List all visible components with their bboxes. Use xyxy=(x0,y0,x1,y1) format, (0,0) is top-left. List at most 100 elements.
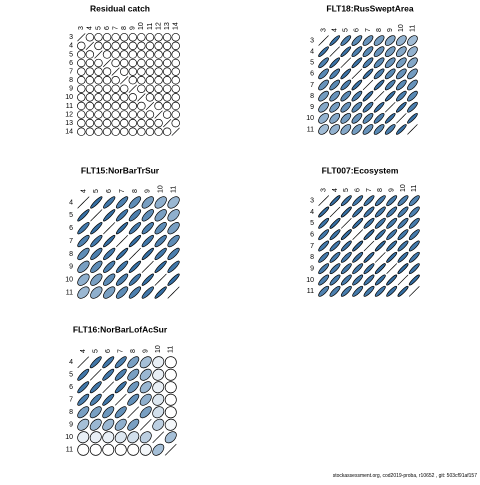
corr-ellipse xyxy=(145,58,155,68)
col-label: 4 xyxy=(332,28,339,32)
corr-ellipse xyxy=(128,41,138,51)
corr-ellipse xyxy=(363,274,375,286)
corr-ellipse xyxy=(119,110,129,119)
corr-ellipse xyxy=(102,67,112,76)
col-label: 6 xyxy=(106,189,113,193)
col-label: 10 xyxy=(398,24,405,32)
corr-ellipse xyxy=(154,118,163,128)
corr-ellipse xyxy=(362,101,374,113)
corr-ellipse xyxy=(351,68,363,80)
corr-ellipse xyxy=(386,195,398,207)
corr-ellipse xyxy=(128,101,138,111)
corr-ellipse xyxy=(351,57,363,69)
row-label: 3 xyxy=(310,37,314,44)
corr-ellipse xyxy=(164,393,177,406)
corr-ellipse xyxy=(171,33,180,42)
corr-ellipse xyxy=(137,75,146,85)
corr-ellipse xyxy=(374,217,386,229)
col-label: 4 xyxy=(87,26,94,30)
corr-ellipse xyxy=(102,118,112,128)
col-label: 4 xyxy=(332,188,339,192)
corr-ellipse xyxy=(102,406,115,419)
corr-ellipse xyxy=(111,127,120,136)
corr-ellipse xyxy=(384,79,396,91)
col-label: 11 xyxy=(170,186,177,193)
corr-ellipse xyxy=(329,263,341,275)
corr-ellipse xyxy=(162,41,172,51)
corr-ellipse xyxy=(318,217,330,229)
corr-ellipse xyxy=(152,368,165,381)
corr-ellipse xyxy=(77,406,90,419)
corr-ellipse xyxy=(102,41,112,51)
corr-ellipse xyxy=(128,93,138,102)
corr-ellipse xyxy=(111,84,120,94)
corr-ellipse xyxy=(77,67,86,76)
corr-ellipse xyxy=(139,381,152,394)
corr-ellipse xyxy=(407,90,418,102)
corr-ellipse xyxy=(145,41,155,51)
col-label: 3 xyxy=(78,26,85,30)
row-label: 4 xyxy=(310,49,314,56)
corr-ellipse xyxy=(386,229,398,241)
corr-ellipse xyxy=(137,127,146,136)
corr-ellipse xyxy=(154,50,163,59)
row-label: 4 xyxy=(69,199,73,206)
corr-ellipse xyxy=(94,118,103,128)
row-label: 4 xyxy=(69,359,73,366)
corr-ellipse xyxy=(141,234,154,248)
corr-ellipse xyxy=(154,93,163,102)
corr-ellipse xyxy=(115,222,129,235)
corr-ellipse xyxy=(164,418,177,431)
col-label: 11 xyxy=(411,185,418,192)
corr-ellipse xyxy=(171,84,180,94)
col-label: 6 xyxy=(104,26,111,30)
corr-ellipse xyxy=(329,206,341,218)
col-label: 5 xyxy=(95,26,102,30)
footer: stockassessment.org, cod2019-proba, r106… xyxy=(333,473,477,479)
corr-ellipse xyxy=(114,368,127,381)
corr-ellipse xyxy=(352,285,364,297)
corr-ellipse xyxy=(111,58,120,68)
col-label: 12 xyxy=(155,22,162,30)
corr-ellipse xyxy=(102,356,115,369)
corr-ellipse xyxy=(167,222,180,235)
corr-ellipse xyxy=(77,84,86,94)
corr-ellipse xyxy=(407,101,418,113)
col-label: 11 xyxy=(168,346,175,353)
corr-ellipse xyxy=(128,58,138,68)
corr-ellipse xyxy=(102,368,115,381)
row-label: 9 xyxy=(310,266,314,273)
corr-ellipse xyxy=(94,67,103,76)
corr-ellipse xyxy=(90,234,103,248)
corr-ellipse xyxy=(352,229,364,241)
corr-ellipse xyxy=(141,260,154,273)
corr-ellipse xyxy=(329,90,341,102)
corr-ellipse xyxy=(386,251,398,263)
corr-ellipse xyxy=(77,356,90,369)
row-label: 11 xyxy=(66,447,73,454)
corr-ellipse xyxy=(363,285,375,297)
corr-ellipse xyxy=(154,247,167,261)
corr-ellipse xyxy=(373,57,385,69)
corr-ellipse xyxy=(167,209,180,222)
corr-ellipse xyxy=(115,247,129,261)
corr-ellipse xyxy=(154,58,163,68)
corr-ellipse xyxy=(119,101,129,111)
corr-ellipse xyxy=(152,381,165,394)
corr-ellipse xyxy=(351,101,363,113)
corr-ellipse xyxy=(154,196,167,209)
corr-ellipse xyxy=(340,101,352,113)
col-label: 8 xyxy=(376,28,383,32)
corr-ellipse xyxy=(384,112,396,124)
col-label: 10 xyxy=(138,22,145,30)
corr-ellipse xyxy=(114,406,127,419)
corr-ellipse xyxy=(85,127,95,136)
corr-ellipse xyxy=(395,35,407,46)
corr-ellipse xyxy=(94,50,103,59)
corr-ellipse xyxy=(152,393,165,406)
corr-ellipse xyxy=(102,50,112,59)
corr-ellipse xyxy=(94,58,103,68)
corr-ellipse xyxy=(89,431,102,444)
corr-ellipse xyxy=(128,67,138,76)
corr-ellipse xyxy=(171,110,180,119)
